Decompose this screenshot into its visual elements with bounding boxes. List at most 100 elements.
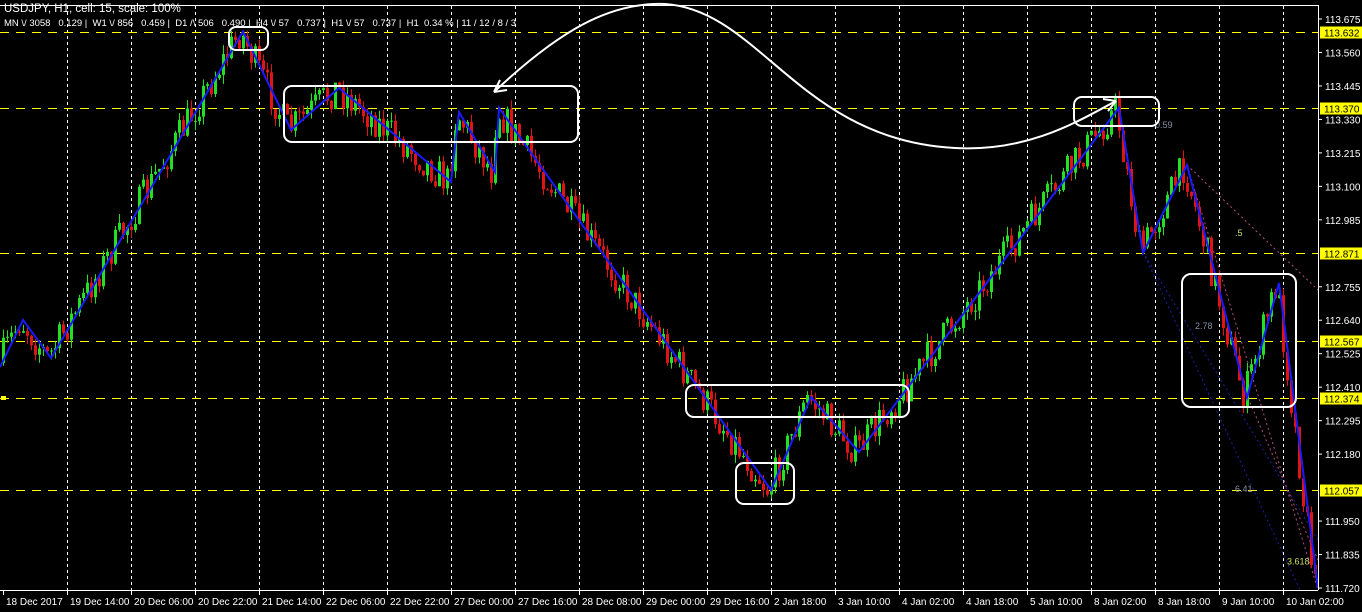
candle-body xyxy=(630,302,633,309)
level-price-label: 112.057 xyxy=(1324,487,1360,498)
candle-body xyxy=(174,132,177,152)
candle-body xyxy=(374,115,377,137)
candle-body xyxy=(846,441,849,453)
candle-body xyxy=(802,402,805,412)
fib-label: 0.59 xyxy=(1155,120,1173,130)
price-axis[interactable]: 113.675 113.560 113.445 113.330 113.215 113.1… xyxy=(1318,15,1362,595)
annotation-box[interactable] xyxy=(228,26,269,51)
candle-body xyxy=(238,39,241,49)
candle-body xyxy=(102,256,105,287)
candle-body xyxy=(1082,162,1085,167)
candle-body xyxy=(318,89,321,95)
candle-body xyxy=(886,420,889,425)
candle-body xyxy=(334,82,337,110)
candle-body xyxy=(1170,176,1173,195)
candle-body xyxy=(482,147,485,168)
candle-body xyxy=(818,408,821,410)
candle-body xyxy=(658,327,661,344)
candle-body xyxy=(642,319,645,327)
annotation-curve-arrow[interactable] xyxy=(493,2,1117,150)
candle-body xyxy=(694,369,697,384)
y-tick-label: 112.640 xyxy=(1325,316,1361,327)
candle-body xyxy=(558,183,561,193)
annotation-box[interactable] xyxy=(1073,96,1160,127)
y-tick-label: 113.215 xyxy=(1325,149,1361,160)
candle-body xyxy=(254,46,257,63)
indicator-stats: MN \/ 3058 0.129 | W1 \/ 856 0.459 | D1 … xyxy=(4,18,517,29)
candle-body xyxy=(322,88,325,90)
annotation-box[interactable] xyxy=(685,384,910,418)
candle-body xyxy=(1094,130,1097,136)
level-price-label: 112.871 xyxy=(1324,250,1360,261)
candle-body xyxy=(518,124,521,143)
candle-body xyxy=(1286,351,1289,381)
candle-body xyxy=(894,412,897,417)
annotations[interactable] xyxy=(228,2,1297,505)
candle-body xyxy=(1278,295,1281,299)
fib-label: 6.41 xyxy=(1235,484,1253,494)
candle-body xyxy=(62,324,65,333)
candle-body xyxy=(1258,354,1261,359)
candle-body xyxy=(686,370,689,384)
candle-body xyxy=(266,69,269,73)
candle-body xyxy=(878,409,881,437)
time-axis[interactable]: 18 Dec 2017 19 Dec 14:00 20 Dec 06:00 20 De… xyxy=(3,590,1345,608)
candle-body xyxy=(18,331,21,333)
candle-body xyxy=(822,408,825,420)
candle-body xyxy=(22,331,25,333)
x-tick-label: 3 Jan 10:00 xyxy=(838,597,891,608)
candle-body xyxy=(1174,176,1177,186)
y-tick-label: 113.330 xyxy=(1325,115,1361,126)
x-tick-label: 21 Dec 14:00 xyxy=(262,597,322,608)
candle-body xyxy=(902,379,905,401)
candle-body xyxy=(34,345,37,355)
candle-body xyxy=(1090,130,1093,135)
candle-body xyxy=(538,162,541,173)
annotation-box[interactable] xyxy=(1181,273,1297,408)
candle-body xyxy=(438,161,441,187)
x-tick-label: 22 Dec 22:00 xyxy=(390,597,450,608)
y-tick-label: 112.985 xyxy=(1325,216,1361,227)
candle-body xyxy=(650,322,653,327)
candle-body xyxy=(814,400,817,410)
candle-body xyxy=(1026,221,1029,228)
candle-body xyxy=(1222,306,1225,329)
candle-body xyxy=(1014,248,1017,256)
candle-body xyxy=(1074,148,1077,173)
annotation-box[interactable] xyxy=(735,462,795,505)
candle-body xyxy=(1254,358,1257,365)
candle-body xyxy=(774,457,777,488)
candle-body xyxy=(422,170,425,176)
candle-body xyxy=(834,433,837,436)
candle-body xyxy=(938,341,941,360)
y-tick-label: 112.410 xyxy=(1325,383,1361,394)
arrowhead-right xyxy=(1102,98,1117,112)
candle-body xyxy=(1298,426,1301,479)
candle-body xyxy=(838,420,841,434)
candle-body xyxy=(350,95,353,111)
candle-body xyxy=(314,94,317,101)
candle-body xyxy=(234,36,237,40)
candle-body xyxy=(734,437,737,455)
candle-body xyxy=(290,114,293,131)
annotation-box[interactable] xyxy=(283,85,579,143)
y-tick-label: 113.100 xyxy=(1325,182,1361,193)
candle-body xyxy=(78,297,81,313)
candle-body xyxy=(462,120,465,128)
candle-body xyxy=(730,435,733,455)
candle-body xyxy=(742,455,745,457)
candle-body xyxy=(1186,183,1189,192)
candle-body xyxy=(614,280,617,291)
candle-body xyxy=(1246,371,1249,408)
candle-body xyxy=(1250,364,1253,372)
candle-body xyxy=(1102,130,1105,140)
x-tick-label: 2 Jan 18:00 xyxy=(774,597,827,608)
candle-body xyxy=(394,120,397,143)
candle-body xyxy=(942,322,945,342)
candle-body xyxy=(362,107,365,117)
candle-body xyxy=(134,223,137,230)
candle-body xyxy=(698,383,701,390)
candle-body xyxy=(850,452,853,462)
candle-body xyxy=(514,124,517,142)
